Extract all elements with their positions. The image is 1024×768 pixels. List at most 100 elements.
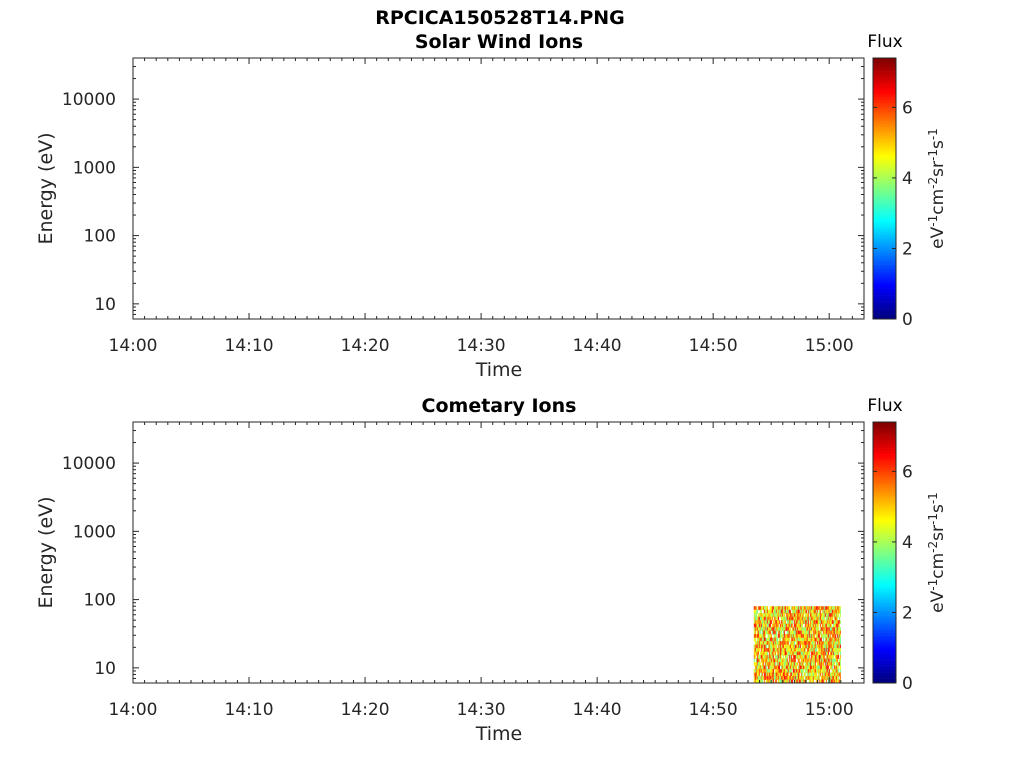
- flux-cell: [788, 665, 790, 670]
- flux-cell: [790, 672, 792, 677]
- flux-cell: [804, 672, 806, 677]
- flux-cell: [769, 655, 771, 659]
- colorbar-segment: [873, 247, 896, 250]
- flux-cell: [822, 634, 824, 639]
- flux-cell: [756, 623, 758, 628]
- flux-cell: [783, 627, 785, 632]
- flux-cell: [797, 620, 799, 625]
- flux-cell: [764, 676, 766, 680]
- flux-cell: [780, 651, 782, 656]
- flux-cell: [755, 609, 757, 614]
- flux-cell: [811, 658, 813, 663]
- flux-cell: [754, 616, 756, 621]
- flux-cell: [808, 644, 810, 649]
- flux-cell: [827, 672, 829, 677]
- flux-cell: [761, 672, 763, 677]
- flux-cell: [819, 658, 821, 663]
- flux-cell: [826, 655, 828, 659]
- flux-cell: [816, 609, 818, 614]
- flux-cell: [809, 634, 811, 639]
- flux-cell: [790, 651, 792, 656]
- flux-cell: [808, 637, 810, 642]
- flux-cell: [806, 630, 808, 635]
- flux-cell: [823, 627, 825, 632]
- flux-cell: [821, 676, 823, 680]
- flux-cell: [795, 627, 797, 632]
- flux-cell: [805, 630, 807, 635]
- flux-cell: [754, 613, 756, 618]
- flux-cell: [757, 679, 759, 684]
- flux-cell: [803, 641, 805, 646]
- flux-cell: [836, 634, 838, 639]
- flux-cell: [799, 606, 801, 611]
- flux-cell: [819, 672, 821, 677]
- flux-cell: [757, 613, 759, 618]
- flux-cell: [791, 609, 793, 614]
- flux-cell: [796, 634, 798, 639]
- plot-frame: [132, 57, 865, 320]
- flux-cell: [784, 620, 786, 625]
- flux-cell: [827, 620, 829, 625]
- flux-cell: [776, 665, 778, 670]
- colorbar-segment: [873, 585, 896, 588]
- flux-cell: [803, 665, 805, 670]
- flux-cell: [822, 662, 824, 666]
- flux-cell: [763, 606, 765, 611]
- flux-cell: [762, 676, 764, 680]
- flux-cell: [796, 623, 798, 628]
- flux-cell: [829, 613, 831, 618]
- flux-cell: [832, 627, 834, 632]
- flux-cell: [798, 606, 800, 611]
- x-tick-label: 14:40: [573, 336, 622, 356]
- colorbar-segment: [873, 110, 896, 113]
- colorbar-segment: [873, 641, 896, 645]
- colorbar-segment: [873, 188, 896, 191]
- flux-cell: [813, 613, 815, 618]
- flux-cell: [808, 630, 810, 635]
- flux-cell: [821, 609, 823, 614]
- flux-cell: [797, 669, 799, 673]
- flux-cell: [838, 648, 840, 652]
- flux-cell: [770, 662, 772, 666]
- flux-cell: [782, 637, 784, 642]
- flux-cell: [826, 620, 828, 625]
- flux-cell: [776, 613, 778, 618]
- flux-cell: [811, 648, 813, 652]
- flux-cell: [815, 620, 817, 625]
- colorbar-segment: [873, 305, 896, 309]
- flux-cell: [772, 672, 774, 677]
- colorbar-segment: [873, 485, 896, 488]
- flux-cell: [832, 637, 834, 642]
- flux-cell: [791, 623, 793, 628]
- flux-cell: [823, 616, 825, 621]
- flux-cell: [830, 616, 832, 621]
- flux-cell: [781, 627, 783, 632]
- flux-cell: [755, 669, 757, 673]
- flux-cell: [761, 644, 763, 649]
- flux-cell: [803, 655, 805, 659]
- flux-cell: [826, 672, 828, 677]
- flux-cell: [837, 672, 839, 677]
- flux-cell: [778, 672, 780, 677]
- colorbar-segment: [873, 308, 896, 311]
- flux-cell: [835, 620, 837, 625]
- flux-cell: [806, 655, 808, 659]
- flux-cell: [806, 644, 808, 649]
- colorbar-segment: [873, 445, 896, 449]
- colorbar-segment: [873, 632, 896, 636]
- flux-cell: [787, 609, 789, 614]
- flux-cell: [799, 637, 801, 642]
- flux-cell: [820, 627, 822, 632]
- flux-cell: [780, 644, 782, 649]
- flux-cell: [762, 630, 764, 635]
- flux-cell: [830, 651, 832, 656]
- flux-cell: [817, 648, 819, 652]
- flux-cell: [764, 655, 766, 659]
- flux-cell: [788, 644, 790, 649]
- flux-cell: [813, 623, 815, 628]
- colorbar-segment: [873, 524, 896, 527]
- flux-cell: [815, 658, 817, 663]
- flux-cell: [814, 606, 816, 611]
- flux-cell: [813, 616, 815, 621]
- flux-cell: [825, 613, 827, 618]
